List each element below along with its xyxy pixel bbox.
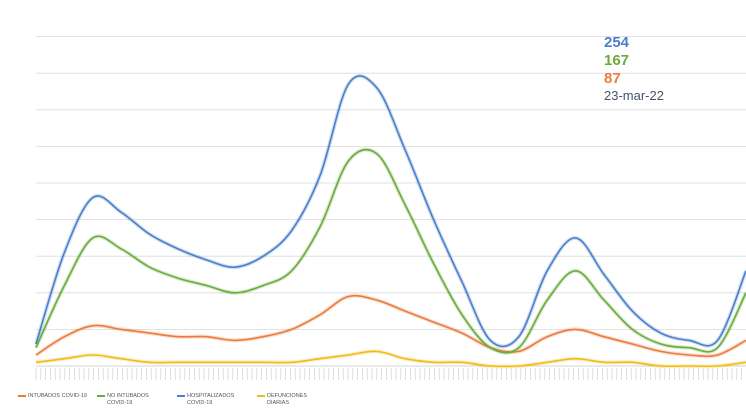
series-line-hospitalizados-covid-19 xyxy=(35,75,746,348)
series-halo xyxy=(35,349,746,369)
hospitalizados-value: 254 xyxy=(604,34,630,51)
x-axis-ticks xyxy=(35,368,742,380)
series-line-no-intubados-covid-19 xyxy=(35,148,746,354)
series-line-defunciones-diarias xyxy=(35,350,746,368)
legend: INTUBADOS COVID-19 NO INTUBADOS COVID-19… xyxy=(18,393,309,407)
series-halo xyxy=(34,147,746,355)
legend-item-defunciones: DEFUNCIONES DIARIAS xyxy=(256,393,309,407)
legend-swatch xyxy=(96,395,105,397)
series-line-intubados-covid-19 xyxy=(35,294,746,358)
legend-item-hospitalizados: HOSPITALIZADOS COVID-19 xyxy=(176,393,247,407)
legend-label: INTUBADOS COVID-19 xyxy=(28,393,87,399)
legend-label: DEFUNCIONES DIARIAS xyxy=(266,393,308,406)
legend-label: NO INTUBADOS COVID-19 xyxy=(106,393,149,406)
no-intubados-value: 167 xyxy=(604,52,630,69)
series-lines xyxy=(34,74,746,369)
date-label: 23-mar-22 xyxy=(604,88,664,103)
legend-swatch xyxy=(256,395,265,397)
legend-label: HOSPITALIZADOS COVID-19 xyxy=(186,393,235,406)
legend-swatch xyxy=(18,395,26,397)
legend-swatch xyxy=(176,395,185,397)
legend-item-no-intubados: NO INTUBADOS COVID-19 xyxy=(96,393,167,407)
gridlines xyxy=(36,36,746,367)
intubados-value: 87 xyxy=(604,70,621,87)
legend-item-intubados: INTUBADOS COVID-19 xyxy=(18,393,87,407)
